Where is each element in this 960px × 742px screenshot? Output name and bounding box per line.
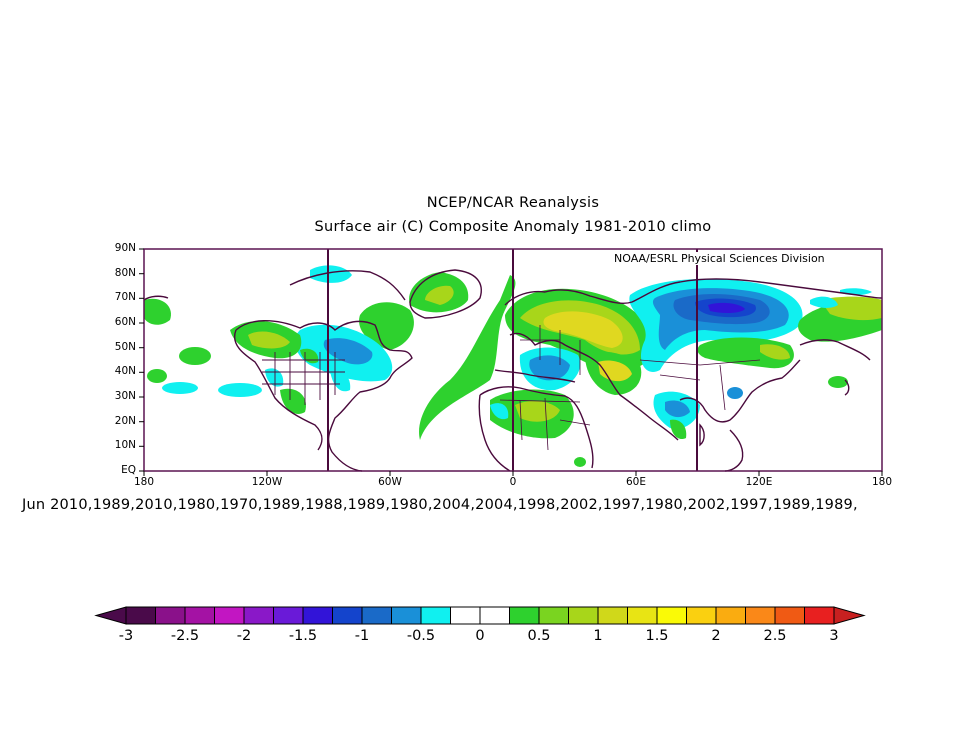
colorbar-swatch [804, 606, 835, 625]
lat-label: 40N [114, 365, 136, 377]
colorbar-swatch [184, 606, 215, 625]
colorbar-label: -1.5 [288, 628, 318, 644]
colorbar-label: -1 [354, 628, 370, 644]
chart-title-line1: NCEP/NCAR Reanalysis [426, 195, 600, 211]
colorbar-label: -0.5 [406, 628, 436, 644]
axis-ticks [139, 248, 883, 476]
lon-label: 60W [378, 476, 402, 488]
colorbar-label: -3 [118, 628, 134, 644]
chart-title-line2: Surface air (C) Composite Anomaly 1981-2… [314, 219, 712, 235]
colorbar-label: -2 [236, 628, 252, 644]
lat-label: 70N [114, 291, 136, 303]
colorbar-swatch [391, 606, 422, 625]
colorbar-swatch [273, 606, 304, 625]
colorbar-swatch [568, 606, 599, 625]
colorbar-swatch [125, 606, 156, 625]
colorbar-swatch [243, 606, 274, 625]
lat-label: 20N [114, 415, 136, 427]
colorbar-over-arrow [833, 606, 866, 625]
colorbar-under-arrow [94, 606, 127, 625]
colorbar-swatch [155, 606, 186, 625]
colorbar-label: 1 [593, 628, 603, 644]
composite-years: Jun 2010,1989,2010,1980,1970,1989,1988,1… [22, 497, 858, 513]
colorbar-label: 0 [475, 628, 485, 644]
lat-label: 50N [114, 341, 136, 353]
colorbar-swatch [745, 606, 776, 625]
lon-label: 120W [251, 476, 283, 488]
lon-label: 0 [509, 476, 517, 488]
anomaly-shading [144, 265, 882, 467]
colorbar-swatch [715, 606, 746, 625]
lon-label: 180 [133, 476, 155, 488]
colorbar-swatch [450, 606, 481, 625]
colorbar [94, 606, 866, 625]
lat-label: 60N [114, 316, 136, 328]
colorbar-swatch [361, 606, 392, 625]
colorbar-swatch [538, 606, 569, 625]
colorbar-swatch [597, 606, 628, 625]
lat-label: 90N [114, 242, 136, 254]
colorbar-label: 2.5 [763, 628, 787, 644]
colorbar-label: 3 [829, 628, 839, 644]
colorbar-swatch [686, 606, 717, 625]
lat-label: 10N [114, 439, 136, 451]
colorbar-swatch [479, 606, 510, 625]
lat-label: 30N [114, 390, 136, 402]
credit-label: NOAA/ESRL Physical Sciences Division [612, 252, 827, 265]
lat-label: EQ [121, 464, 136, 476]
colorbar-swatch [509, 606, 540, 625]
lon-label: 60E [626, 476, 646, 488]
colorbar-swatch [302, 606, 333, 625]
colorbar-label: 2 [711, 628, 721, 644]
colorbar-swatch [420, 606, 451, 625]
colorbar-label: 0.5 [527, 628, 551, 644]
colorbar-label: 1.5 [645, 628, 669, 644]
lon-label: 120E [745, 476, 773, 488]
colorbar-swatch [332, 606, 363, 625]
colorbar-swatch [774, 606, 805, 625]
coastlines [143, 269, 883, 472]
colorbar-swatch [214, 606, 245, 625]
lat-label: 80N [114, 267, 136, 279]
colorbar-label: -2.5 [170, 628, 200, 644]
lon-label: 180 [871, 476, 893, 488]
colorbar-swatch [627, 606, 658, 625]
colorbar-swatch [656, 606, 687, 625]
